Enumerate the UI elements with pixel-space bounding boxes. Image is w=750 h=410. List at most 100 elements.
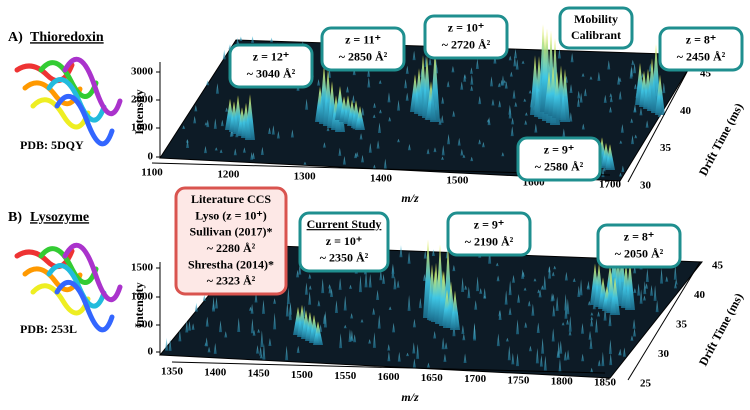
noise-spike (355, 151, 359, 157)
x-axis-title: m/z (401, 390, 419, 404)
noise-spike (617, 75, 621, 85)
noise-spike (633, 83, 637, 90)
peak (560, 68, 570, 122)
noise-spike (376, 289, 380, 300)
noise-spike (608, 106, 612, 113)
callout-text: ~ 2050 Å² (615, 246, 664, 260)
noise-spike (581, 123, 585, 130)
panel-label: B) (8, 210, 22, 225)
noise-spike (260, 146, 264, 155)
noise-spike (185, 320, 189, 333)
noise-spike (524, 322, 528, 328)
noise-spike (643, 281, 647, 295)
y-axis-title: Intensity (132, 282, 146, 327)
noise-spike (657, 113, 661, 118)
y-tick-label: 1500 (131, 262, 154, 274)
noise-spike (440, 156, 444, 160)
noise-spike (572, 278, 576, 283)
y-tick-label: 0 (148, 151, 154, 163)
x-tick-label: 1800 (551, 375, 574, 387)
noise-spike (319, 324, 323, 332)
peak (610, 277, 620, 315)
noise-spike (609, 95, 613, 103)
x-tick-label: 1300 (294, 171, 317, 183)
noise-spike (296, 269, 300, 278)
noise-spike (512, 89, 516, 99)
noise-spike (558, 358, 562, 373)
noise-spike (504, 290, 508, 305)
noise-spike (345, 86, 349, 93)
protein-ribbon (54, 93, 115, 147)
noise-spike (463, 353, 467, 363)
noise-spike (645, 283, 649, 289)
callout-box (423, 14, 509, 60)
noise-spike (286, 287, 290, 305)
callout-box (228, 43, 314, 89)
noise-spike (428, 57, 432, 66)
noise-spike (504, 81, 508, 89)
noise-spike (665, 276, 669, 282)
z-axis (627, 69, 689, 183)
callout-box (320, 26, 406, 72)
noise-spike (372, 114, 376, 118)
noise-spike (182, 125, 186, 129)
noise-spike (674, 279, 678, 285)
callout-text: Literature CCS (191, 192, 271, 206)
noise-spike (268, 127, 272, 134)
x-tick-label: 1750 (507, 374, 530, 386)
noise-spike (513, 55, 517, 67)
noise-spike (441, 337, 445, 350)
noise-spike (469, 67, 473, 74)
peak (450, 290, 460, 330)
noise-spike (479, 288, 483, 294)
x-tick-label: 1600 (378, 371, 401, 383)
noise-spike (288, 301, 292, 315)
noise-spike (645, 268, 649, 282)
noise-spike (460, 148, 464, 156)
z-tick-label: 35 (676, 319, 688, 331)
noise-spike (660, 268, 664, 284)
noise-spike (602, 166, 606, 172)
noise-spike (463, 74, 467, 79)
pdb-id: PDB: 253L (20, 322, 77, 336)
callout-text: ~ 2350 Å² (320, 250, 369, 264)
noise-spike (550, 293, 554, 302)
noise-spike (508, 307, 512, 315)
noise-spike (367, 67, 371, 77)
noise-spike (531, 303, 535, 316)
noise-spike (382, 274, 386, 284)
noise-spike (205, 316, 209, 327)
noise-spike (495, 262, 499, 267)
callout-box (298, 211, 390, 273)
noise-spike (349, 284, 353, 289)
noise-spike (619, 140, 623, 144)
y-tick-label: 1000 (131, 291, 154, 303)
noise-spike (225, 107, 229, 112)
noise-spike (438, 117, 442, 125)
noise-spike (372, 332, 376, 348)
noise-spike (412, 342, 416, 354)
noise-spike (261, 299, 265, 314)
x-tick-label: 1700 (599, 179, 622, 191)
noise-spike (303, 161, 307, 165)
noise-spike (496, 333, 500, 347)
noise-spike (461, 325, 465, 334)
noise-spike (321, 278, 325, 294)
noise-spike (501, 152, 505, 157)
noise-spike (474, 300, 478, 310)
protein-ribbon (30, 97, 91, 130)
noise-spike (368, 339, 372, 344)
noise-spike (517, 294, 521, 303)
callout-text: ~ 2450 Å² (677, 49, 726, 63)
noise-spike (632, 328, 636, 337)
noise-spike (590, 318, 594, 327)
y-axis-title: Intensity (132, 89, 146, 134)
noise-spike (620, 124, 624, 133)
callout-text: ~ 3040 Å² (247, 66, 296, 80)
noise-spike (478, 96, 482, 105)
noise-spike (461, 277, 465, 292)
noise-spike (412, 358, 416, 368)
noise-spike (551, 328, 555, 342)
noise-spike (618, 77, 622, 82)
noise-spike (538, 289, 542, 298)
